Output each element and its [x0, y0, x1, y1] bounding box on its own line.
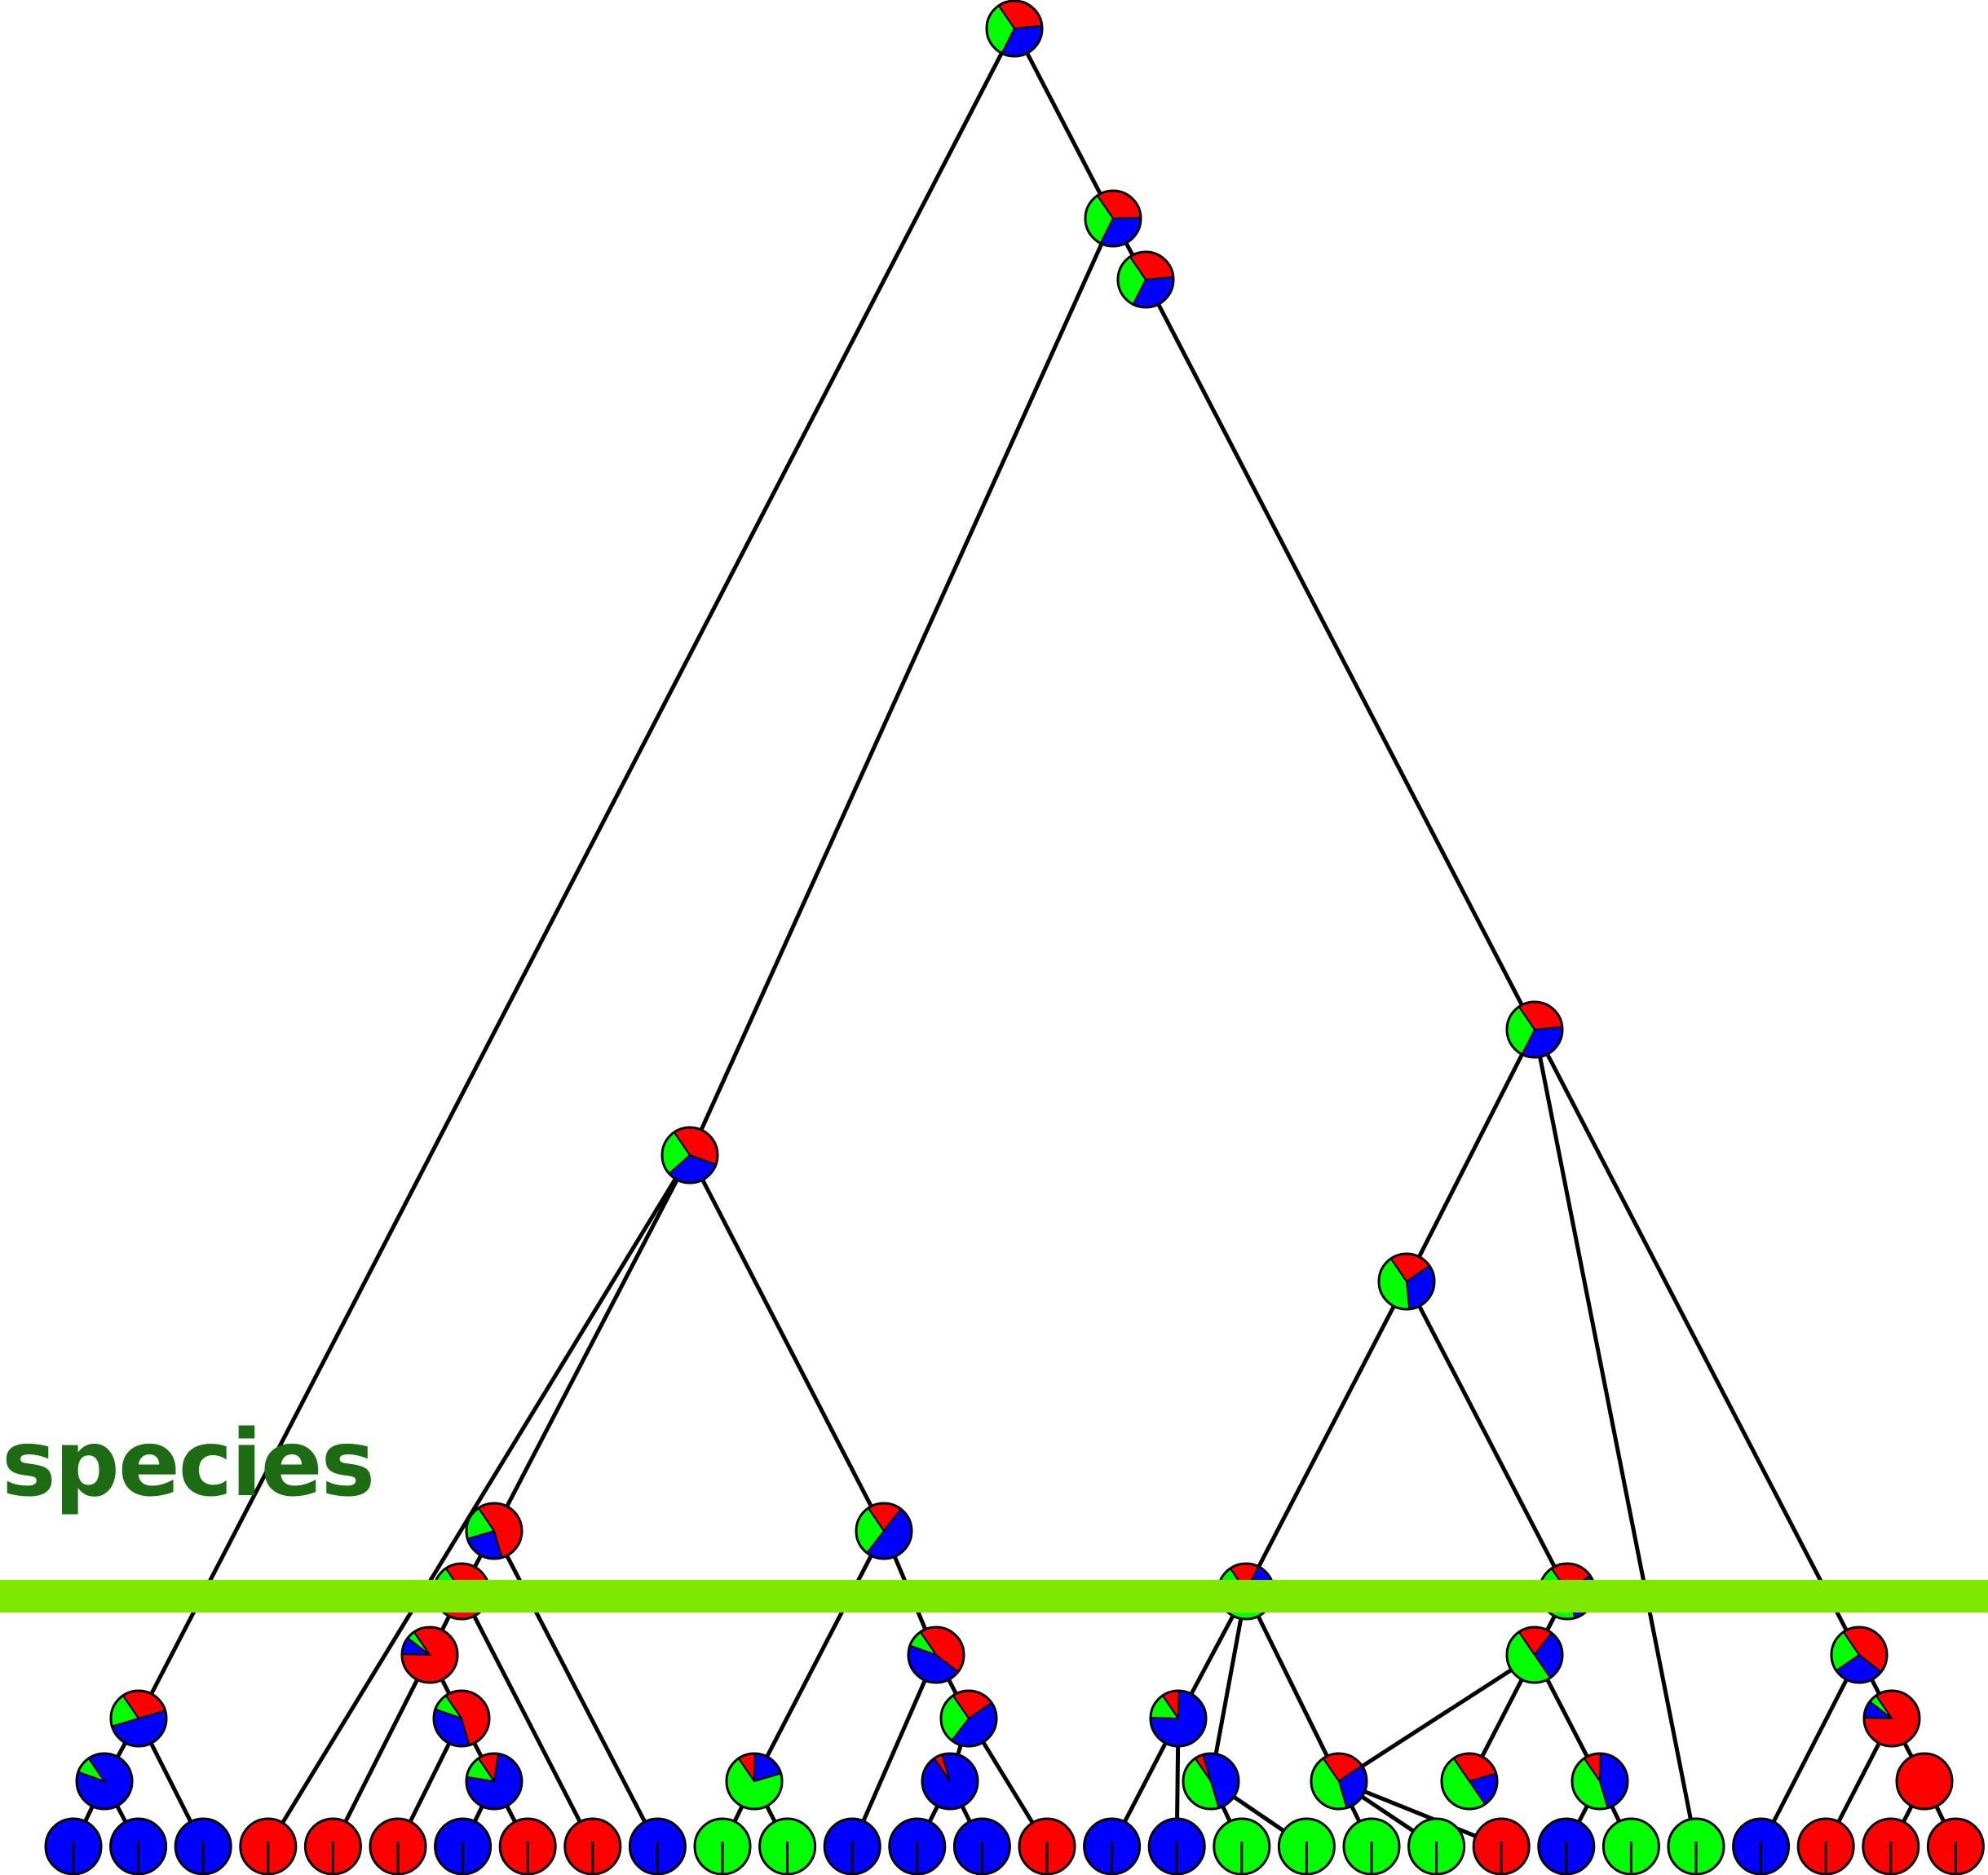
- node-n7-outline: [660, 1126, 719, 1185]
- branch-n25: [1467, 1590, 1570, 1783]
- node-n3-outline: [1116, 250, 1175, 309]
- node-n9-outline: [465, 1502, 524, 1560]
- node-n8: [855, 1502, 913, 1560]
- node-n27: [1830, 1626, 1889, 1684]
- node-n17-outline: [725, 1752, 784, 1811]
- node-n4: [1505, 1000, 1564, 1059]
- node-n16: [432, 1689, 491, 1748]
- node-n18-outline: [465, 1752, 524, 1811]
- branch-n4: [1143, 278, 1537, 1031]
- node-n2-outline: [1084, 189, 1142, 248]
- branch-n6: [1244, 1280, 1409, 1593]
- node-n23: [1505, 1626, 1564, 1684]
- node-n8-outline: [855, 1502, 913, 1560]
- branch-n24: [1337, 1652, 1536, 1784]
- node-n5-outline: [1377, 1252, 1436, 1311]
- node-n29: [1895, 1752, 1954, 1811]
- node-n13: [939, 1689, 998, 1748]
- branch-n9: [492, 1154, 692, 1533]
- node-n7: [660, 1126, 719, 1185]
- node-n17: [725, 1752, 784, 1811]
- node-n11-outline: [400, 1626, 459, 1684]
- node-root-outline: [985, 0, 1044, 58]
- branch-leaf-5: [331, 1653, 432, 1848]
- branch-n17: [752, 1529, 886, 1783]
- node-n12: [907, 1626, 965, 1684]
- branch-n8: [687, 1154, 886, 1533]
- node-n13-outline: [939, 1689, 998, 1748]
- node-n14: [921, 1752, 979, 1811]
- branch-n2: [1012, 27, 1115, 220]
- branch-leaf-10: [492, 1529, 660, 1848]
- branch-n5: [1404, 1028, 1537, 1283]
- node-n23-outline: [1505, 1626, 1564, 1684]
- node-n14-outline: [921, 1752, 979, 1811]
- branch-leaf-21: [1244, 1590, 1374, 1848]
- branch-leaf-13: [850, 1653, 939, 1848]
- branch-n7: [687, 217, 1115, 1157]
- node-n15-outline: [1149, 1689, 1208, 1748]
- branch-leaf-27: [1759, 1653, 1862, 1848]
- node-n20: [75, 1752, 134, 1811]
- branch-n27: [1532, 1028, 1862, 1657]
- node-n28: [1862, 1689, 1921, 1748]
- branch-n21: [1208, 1590, 1248, 1782]
- node-n25-outline: [1440, 1752, 1499, 1811]
- node-n4-outline: [1505, 1000, 1564, 1059]
- node-n26: [1571, 1752, 1629, 1811]
- node-n5: [1377, 1252, 1436, 1311]
- node-n12-outline: [907, 1626, 965, 1684]
- node-n24-outline: [1310, 1752, 1368, 1811]
- node-root: [985, 0, 1044, 58]
- node-n19-outline: [109, 1689, 168, 1748]
- node-n3: [1116, 250, 1175, 309]
- node-n19: [109, 1689, 168, 1748]
- node-n24: [1310, 1752, 1368, 1811]
- branch-leaf-26: [1532, 1029, 1699, 1847]
- node-n15: [1149, 1689, 1208, 1748]
- species-label: species: [2, 1411, 375, 1517]
- node-n16-outline: [432, 1689, 491, 1748]
- tree-nodes: [44, 0, 1985, 1875]
- branch-leaf-4: [266, 1154, 692, 1848]
- node-n2: [1084, 189, 1142, 248]
- branch-leaf-23: [1338, 1779, 1503, 1849]
- node-n9: [465, 1502, 524, 1560]
- node-n26-outline: [1571, 1752, 1629, 1811]
- node-n28-outline: [1862, 1689, 1921, 1748]
- node-n21: [1182, 1752, 1240, 1811]
- branch-n22: [1404, 1280, 1570, 1593]
- node-n27-outline: [1830, 1626, 1889, 1684]
- node-n11: [400, 1626, 459, 1684]
- node-n25: [1440, 1752, 1499, 1811]
- node-n18: [465, 1752, 524, 1811]
- branch-leaf-9: [459, 1590, 595, 1848]
- node-n21-outline: [1182, 1752, 1240, 1811]
- node-n29-outline: [1895, 1752, 1954, 1811]
- branch-n19: [136, 27, 1017, 1720]
- node-n20-outline: [75, 1752, 134, 1811]
- species-threshold-line: [0, 1580, 1988, 1612]
- tree-branches: [71, 27, 1958, 1849]
